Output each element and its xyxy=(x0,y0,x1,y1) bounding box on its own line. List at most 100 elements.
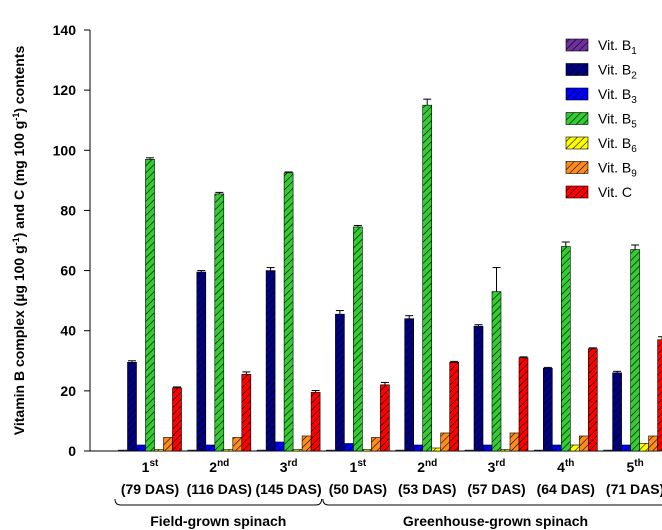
y-tick-label: 20 xyxy=(60,383,76,399)
legend-swatch xyxy=(565,136,589,150)
bar xyxy=(326,449,336,452)
legend-label: Vit. B6 xyxy=(598,135,637,155)
error-bar xyxy=(405,315,414,319)
x-rank-number: 1 xyxy=(350,459,358,475)
bar xyxy=(196,271,207,452)
x-tick-label: (64 DAS) xyxy=(537,481,595,497)
x-rank-label: 4th xyxy=(557,458,574,475)
y-axis-label: Vitamin B complex (µg 100 g-1) and C (mg… xyxy=(11,46,27,436)
legend-label-text: Vit. B xyxy=(598,160,631,176)
bar xyxy=(482,444,493,452)
error-bar xyxy=(353,224,362,227)
legend-swatch xyxy=(565,87,589,101)
legend-swatch xyxy=(565,185,589,199)
error-bar xyxy=(631,244,640,250)
bar xyxy=(542,368,553,452)
error-bar xyxy=(311,390,320,393)
x-rank-suffix: rd xyxy=(495,458,505,469)
y-axis-label-part: ) and C (mg 100 g xyxy=(11,121,27,238)
error-bar xyxy=(266,267,275,271)
error-bar xyxy=(561,241,570,247)
legend-label-text: Vit. B xyxy=(598,86,631,102)
legend-label-text: Vit. B xyxy=(598,111,631,127)
error-bar xyxy=(128,360,136,363)
legend-label-text: Vit. C xyxy=(598,184,632,200)
x-rank-label: 2nd xyxy=(209,458,229,475)
bar xyxy=(127,361,137,452)
bar xyxy=(223,449,234,452)
y-axis-label-part: Vitamin B complex (µg 100 g xyxy=(11,245,27,435)
bar xyxy=(639,443,649,452)
bar xyxy=(283,172,294,452)
bar xyxy=(163,437,173,452)
x-rank-suffix: th xyxy=(565,458,574,469)
bar xyxy=(172,387,182,452)
bar xyxy=(587,348,598,452)
error-bar xyxy=(519,356,528,358)
error-bar xyxy=(242,371,251,375)
bar xyxy=(578,435,589,452)
bar xyxy=(551,444,562,452)
legend-swatch xyxy=(565,63,589,76)
bar xyxy=(473,325,484,452)
bar xyxy=(118,449,128,452)
bar xyxy=(464,449,475,452)
bar xyxy=(145,159,155,452)
group-label: Greenhouse-grown spinach xyxy=(403,513,588,529)
bar xyxy=(440,432,451,452)
legend-label-subscript: 2 xyxy=(631,71,637,82)
error-bar xyxy=(588,347,597,349)
x-tick-label: (145 DAS) xyxy=(256,481,322,497)
bar xyxy=(509,432,520,452)
error-bar xyxy=(146,157,154,160)
bar xyxy=(657,339,662,452)
x-rank-label: 5th xyxy=(626,458,643,475)
group-bracket xyxy=(322,498,662,506)
bar xyxy=(569,444,580,452)
y-tick-label: 40 xyxy=(60,323,76,339)
bar xyxy=(431,447,442,452)
legend-swatch xyxy=(565,112,589,125)
bar xyxy=(648,435,658,452)
x-tick-label: (79 DAS) xyxy=(121,481,179,497)
x-rank-number: 2 xyxy=(209,459,217,475)
bar xyxy=(404,318,415,452)
x-rank-number: 5 xyxy=(626,459,634,475)
bar xyxy=(413,444,424,452)
bar xyxy=(136,444,146,452)
error-bar xyxy=(423,98,432,106)
legend-label-text: Vit. B xyxy=(598,37,631,53)
x-rank-suffix: nd xyxy=(425,458,437,469)
bar xyxy=(344,443,354,452)
error-bar xyxy=(335,310,344,315)
y-tick-label: 60 xyxy=(60,263,76,279)
bar xyxy=(371,437,381,452)
x-rank-suffix: st xyxy=(149,458,159,469)
y-tick-label: 0 xyxy=(68,443,76,459)
y-axis-label-part: -1 xyxy=(11,237,21,245)
bar xyxy=(621,444,631,452)
bar xyxy=(353,226,363,452)
bar xyxy=(380,384,390,452)
x-tick-label: (71 DAS) xyxy=(606,481,662,497)
x-rank-label: 3rd xyxy=(488,458,506,475)
bar xyxy=(449,361,460,452)
legend-label-subscript: 6 xyxy=(631,144,637,155)
x-rank-number: 2 xyxy=(417,459,425,475)
error-bar xyxy=(613,370,622,373)
y-tick-label: 140 xyxy=(53,22,77,38)
legend-label-text: Vit. B xyxy=(598,62,631,78)
x-tick-label: (116 DAS) xyxy=(187,481,252,497)
error-bar xyxy=(284,171,293,173)
bar xyxy=(265,270,276,452)
bar xyxy=(630,249,640,452)
x-rank-label: 2nd xyxy=(417,458,437,475)
bar xyxy=(310,392,321,452)
legend-label-subscript: 3 xyxy=(631,95,637,106)
error-bar xyxy=(492,267,501,292)
x-tick-label: (53 DAS) xyxy=(398,481,456,497)
group-bracket xyxy=(114,498,323,506)
x-tick-label: (50 DAS) xyxy=(329,481,387,497)
x-rank-number: 3 xyxy=(488,459,496,475)
bar xyxy=(292,449,303,452)
